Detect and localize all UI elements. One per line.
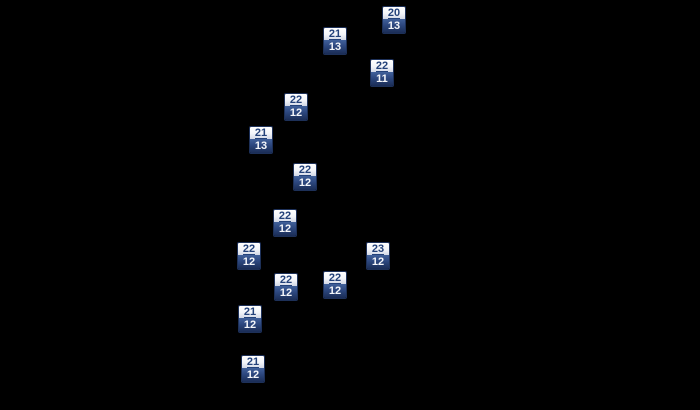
high-temperature: 21 xyxy=(242,356,264,368)
low-temperature: 12 xyxy=(324,284,346,298)
temperature-label: 22 12 xyxy=(323,271,347,299)
high-temperature: 22 xyxy=(285,94,307,106)
high-temperature: 22 xyxy=(324,272,346,284)
temperature-label: 21 13 xyxy=(249,126,273,154)
high-temperature: 22 xyxy=(275,274,297,286)
low-temperature-value: 12 xyxy=(298,177,312,189)
high-temperature-value: 21 xyxy=(254,127,268,139)
temperature-label: 20 13 xyxy=(382,6,406,34)
temperature-label: 22 12 xyxy=(284,93,308,121)
low-temperature: 12 xyxy=(367,255,389,269)
high-temperature-value: 22 xyxy=(279,274,293,286)
high-temperature-value: 22 xyxy=(289,94,303,106)
low-temperature: 11 xyxy=(371,72,393,86)
high-temperature-value: 23 xyxy=(371,243,385,255)
high-temperature-value: 22 xyxy=(278,210,292,222)
low-temperature-value: 11 xyxy=(376,73,388,85)
low-temperature-value: 12 xyxy=(289,107,303,119)
high-temperature: 21 xyxy=(250,127,272,139)
low-temperature: 12 xyxy=(239,318,261,332)
low-temperature-value: 12 xyxy=(371,256,385,268)
high-temperature-value: 21 xyxy=(243,306,257,318)
high-temperature-value: 21 xyxy=(246,356,260,368)
low-temperature-value: 13 xyxy=(254,140,268,152)
high-temperature-value: 22 xyxy=(298,164,312,176)
high-temperature-value: 22 xyxy=(242,243,256,255)
temperature-label: 22 12 xyxy=(293,163,317,191)
high-temperature: 23 xyxy=(367,243,389,255)
high-temperature: 21 xyxy=(239,306,261,318)
high-temperature: 20 xyxy=(383,7,405,19)
low-temperature: 13 xyxy=(383,19,405,33)
low-temperature-value: 13 xyxy=(328,41,342,53)
low-temperature: 13 xyxy=(324,40,346,54)
low-temperature-value: 12 xyxy=(246,369,260,381)
high-temperature: 21 xyxy=(324,28,346,40)
low-temperature: 12 xyxy=(242,368,264,382)
temperature-label: 22 12 xyxy=(273,209,297,237)
temperature-label: 23 12 xyxy=(366,242,390,270)
high-temperature: 22 xyxy=(238,243,260,255)
low-temperature-value: 12 xyxy=(243,319,257,331)
temperature-label: 21 13 xyxy=(323,27,347,55)
high-temperature-value: 22 xyxy=(375,60,389,72)
temperature-label: 22 11 xyxy=(370,59,394,87)
low-temperature: 13 xyxy=(250,139,272,153)
high-temperature: 22 xyxy=(294,164,316,176)
low-temperature: 12 xyxy=(294,176,316,190)
low-temperature-value: 12 xyxy=(328,285,342,297)
high-temperature: 22 xyxy=(371,60,393,72)
low-temperature: 12 xyxy=(238,255,260,269)
low-temperature-value: 12 xyxy=(278,223,292,235)
low-temperature: 12 xyxy=(285,106,307,120)
temperature-label: 21 12 xyxy=(238,305,262,333)
low-temperature-value: 13 xyxy=(387,20,401,32)
low-temperature-value: 12 xyxy=(242,256,256,268)
high-temperature-value: 21 xyxy=(328,28,342,40)
temperature-label: 22 12 xyxy=(274,273,298,301)
low-temperature-value: 12 xyxy=(279,287,293,299)
low-temperature: 12 xyxy=(274,222,296,236)
temperature-label: 22 12 xyxy=(237,242,261,270)
high-temperature: 22 xyxy=(274,210,296,222)
temperature-label: 21 12 xyxy=(241,355,265,383)
high-temperature-value: 22 xyxy=(328,272,342,284)
low-temperature: 12 xyxy=(275,286,297,300)
high-temperature-value: 20 xyxy=(387,7,401,19)
